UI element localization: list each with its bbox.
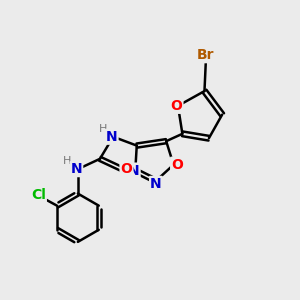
- Text: N: N: [128, 164, 140, 178]
- Text: N: N: [70, 162, 82, 176]
- Text: N: N: [150, 177, 162, 191]
- Text: Cl: Cl: [31, 188, 46, 202]
- Text: N: N: [106, 130, 118, 144]
- Text: O: O: [171, 158, 183, 172]
- Text: H: H: [62, 156, 71, 166]
- Text: O: O: [171, 99, 182, 113]
- Text: H: H: [99, 124, 107, 134]
- Text: Br: Br: [197, 48, 215, 62]
- Text: O: O: [121, 162, 132, 176]
